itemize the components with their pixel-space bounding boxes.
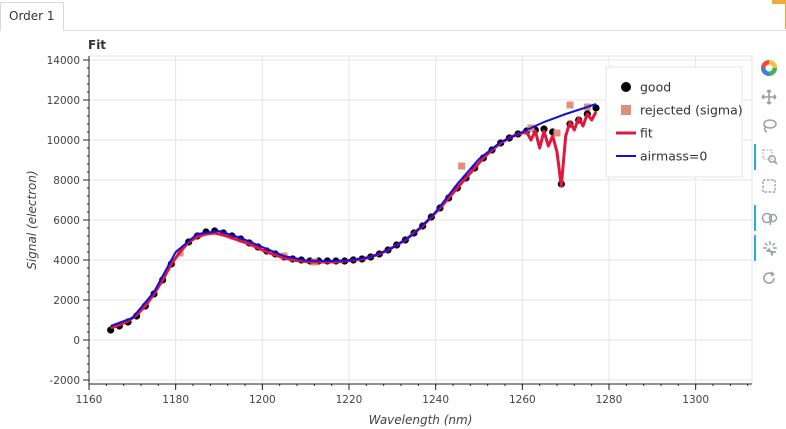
y-tick-label: 6000 [53,215,80,227]
zoom-in-box-icon[interactable] [754,144,784,170]
x-axis-label: Wavelength (nm) [369,413,473,427]
rejected-point [458,162,466,170]
reset-icon[interactable] [756,265,782,291]
x-tick-label: 1220 [336,394,363,406]
good-point [540,125,548,133]
chart-title: Fit [88,38,107,52]
plot-toolbar [754,55,784,290]
x-tick-label: 1260 [509,394,536,406]
lasso-select-icon[interactable] [756,113,782,139]
y-tick-label: 12000 [47,95,80,107]
y-tick-label: 4000 [53,255,80,267]
y-tick-label: 0 [73,335,80,347]
tab-bar: Order 1 [0,0,786,31]
tap-icon[interactable] [754,235,784,261]
x-tick-label: 1160 [76,394,103,406]
bokeh-logo-icon[interactable] [756,55,782,81]
legend-swatch-good [621,82,631,92]
good-point [592,104,600,112]
x-tick-label: 1300 [682,394,709,406]
tab-order-1[interactable]: Order 1 [0,2,64,31]
legend-swatch-rejected [621,105,631,115]
box-select-icon[interactable] [756,173,782,199]
x-tick-label: 1180 [162,394,189,406]
x-tick-label: 1280 [596,394,623,406]
pan-icon[interactable] [756,84,782,110]
y-tick-label: 14000 [47,55,80,67]
y-tick-label: 2000 [53,295,80,307]
legend-label: fit [640,126,653,141]
y-tick-label: -2000 [49,375,80,387]
tab-accent [772,0,786,4]
x-tick-label: 1240 [422,394,449,406]
legend-label: rejected (sigma) [640,103,743,118]
y-axis-label: Signal (electron) [25,170,39,269]
legend-label: good [640,80,671,95]
wheel-zoom-icon[interactable] [754,205,784,231]
y-tick-label: 8000 [53,175,80,187]
rejected-point [553,129,561,137]
rejected-point [566,101,574,109]
y-tick-label: 10000 [47,135,80,147]
legend-label: airmass=0 [640,149,707,164]
x-tick-label: 1200 [249,394,276,406]
airmass-line [110,103,597,327]
